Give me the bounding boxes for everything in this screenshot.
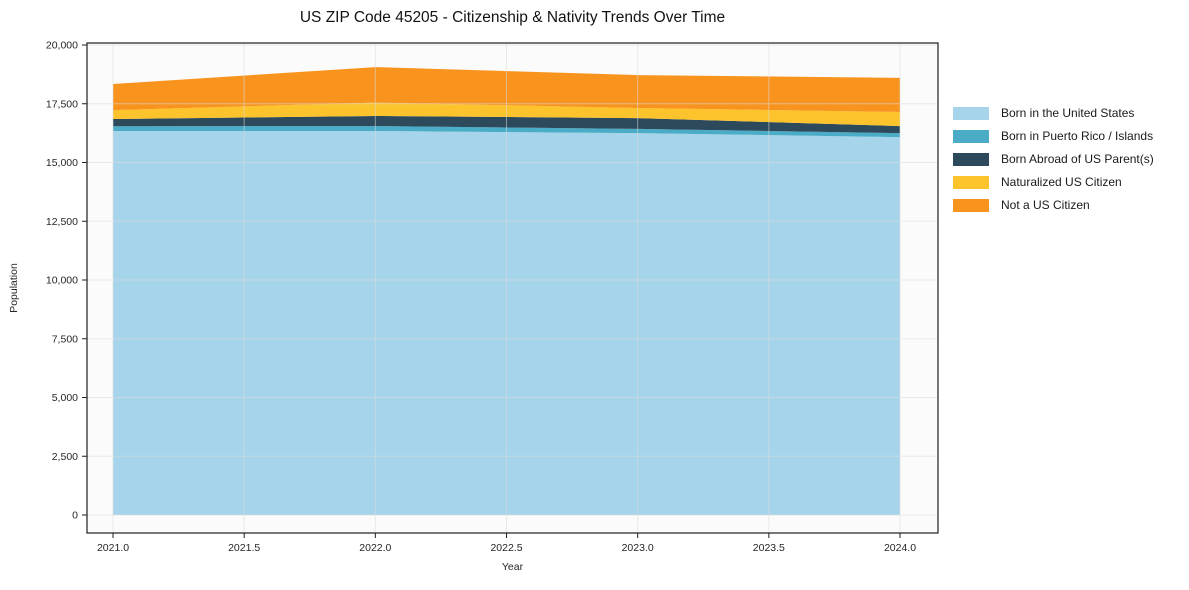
x-tick-label: 2021.5	[228, 542, 260, 554]
y-tick-label: 10,000	[46, 275, 78, 287]
y-tick-label: 15,000	[46, 157, 78, 169]
x-tick-label: 2022.5	[490, 542, 522, 554]
x-tick-label: 2021.0	[97, 542, 129, 554]
legend-label: Not a US Citizen	[1001, 198, 1090, 212]
legend-item: Born in the United States	[953, 106, 1154, 120]
y-tick-label: 7,500	[52, 333, 78, 345]
legend-item: Not a US Citizen	[953, 198, 1154, 212]
legend-swatch	[953, 175, 989, 189]
legend-item: Naturalized US Citizen	[953, 175, 1154, 189]
tick-marks	[82, 44, 901, 538]
y-tick-label: 5,000	[52, 392, 78, 404]
x-tick-label: 2023.5	[753, 542, 785, 554]
y-tick-label: 20,000	[46, 40, 78, 52]
chart-title: US ZIP Code 45205 - Citizenship & Nativi…	[299, 9, 726, 26]
y-tick-label: 2,500	[52, 451, 78, 463]
y-tick-label: 12,500	[46, 216, 78, 228]
y-tick-label: 0	[72, 510, 78, 522]
x-tick-label: 2023.0	[622, 542, 654, 554]
legend-swatch	[953, 129, 989, 143]
plot-border	[86, 42, 939, 534]
legend-swatch	[953, 106, 989, 120]
x-tick-label: 2024.0	[884, 542, 916, 554]
x-axis-label: Year	[501, 561, 524, 573]
x-tick-label: 2022.0	[359, 542, 391, 554]
y-axis-label: Population	[8, 263, 20, 313]
legend-label: Naturalized US Citizen	[1001, 175, 1122, 189]
gridlines	[87, 43, 938, 533]
legend-swatch	[953, 152, 989, 166]
legend: Born in the United States Born in Puerto …	[953, 106, 1154, 221]
legend-item: Born Abroad of US Parent(s)	[953, 152, 1154, 166]
legend-item: Born in Puerto Rico / Islands	[953, 129, 1154, 143]
legend-label: Born in Puerto Rico / Islands	[1001, 129, 1154, 143]
legend-swatch	[953, 198, 989, 212]
legend-label: Born in the United States	[1001, 106, 1135, 120]
legend-label: Born Abroad of US Parent(s)	[1001, 152, 1154, 166]
y-tick-label: 17,500	[46, 98, 78, 110]
